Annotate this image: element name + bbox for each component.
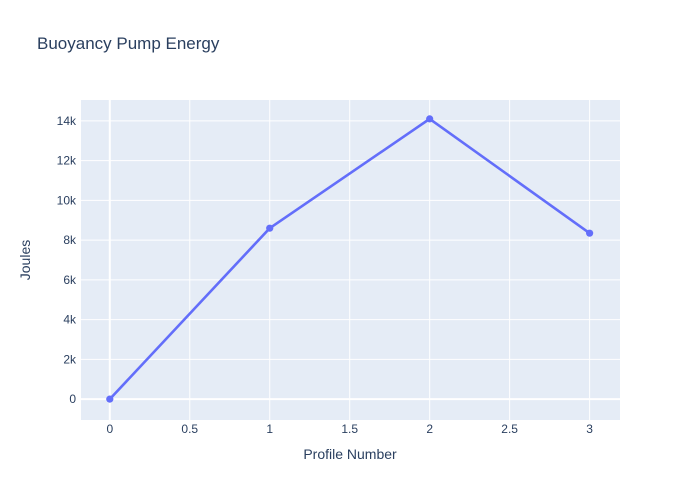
x-tick-label: 0.5 (181, 422, 198, 436)
chart-title: Buoyancy Pump Energy (37, 34, 220, 53)
data-point-marker[interactable] (266, 224, 274, 232)
plot-area[interactable] (81, 100, 620, 420)
data-point-marker[interactable] (586, 229, 594, 237)
x-tick-label: 3 (586, 422, 593, 436)
x-tick-label: 2 (426, 422, 433, 436)
x-tick-label: 1 (266, 422, 273, 436)
y-tick-label: 2k (63, 352, 77, 366)
data-point-marker[interactable] (106, 395, 114, 403)
x-tick-label: 1.5 (341, 422, 358, 436)
y-tick-label: 14k (57, 114, 77, 128)
energy-line[interactable] (108, 117, 591, 401)
y-tick-label: 10k (57, 193, 77, 207)
x-tick-label: 0 (106, 422, 113, 436)
y-tick-label: 0 (69, 392, 76, 406)
plot-background-layer (81, 100, 620, 420)
x-tick-label: 2.5 (501, 422, 518, 436)
data-point-marker[interactable] (426, 115, 434, 123)
y-tick-label: 12k (57, 154, 77, 168)
y-tick-label: 4k (63, 313, 77, 327)
y-axis-title: Joules (17, 240, 33, 280)
tick-label-layer: 0 0.5 1 1.5 2 2.5 3 0 2k 4k 6k 8k 10k 12k 14k (57, 114, 594, 436)
y-tick-label: 6k (63, 273, 77, 287)
x-axis-title: Profile Number (303, 446, 397, 462)
series-layer (106, 115, 594, 403)
gridline-layer (81, 100, 620, 420)
y-tick-label: 8k (63, 233, 77, 247)
